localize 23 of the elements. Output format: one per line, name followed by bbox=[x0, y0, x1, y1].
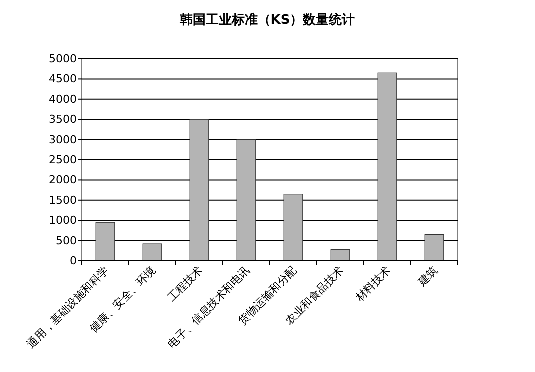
bar bbox=[190, 119, 210, 262]
y-tick-label: 1500 bbox=[49, 194, 77, 207]
y-tick-label: 1000 bbox=[49, 214, 77, 228]
bar bbox=[142, 244, 162, 262]
y-tick-label: 0 bbox=[70, 254, 77, 268]
y-tick-label: 2000 bbox=[49, 174, 77, 187]
chart-title: 韩国工业标准（KS）数量统计 bbox=[178, 12, 356, 28]
x-tick-label: 建筑 bbox=[415, 264, 441, 290]
bar bbox=[284, 194, 304, 262]
x-tick-label: 工程技术 bbox=[165, 264, 206, 304]
bar bbox=[96, 222, 116, 262]
y-tick-label: 3000 bbox=[49, 133, 77, 146]
x-tick-label: 材料技术 bbox=[352, 264, 394, 305]
bar bbox=[424, 234, 444, 262]
bar bbox=[236, 140, 256, 262]
y-tick-label: 3500 bbox=[49, 113, 77, 126]
y-tick-label: 500 bbox=[56, 234, 77, 248]
y-tick-label: 4500 bbox=[49, 72, 77, 86]
y-tick-label: 2500 bbox=[49, 154, 77, 166]
y-tick-label: 5000 bbox=[49, 52, 77, 66]
bar bbox=[378, 72, 398, 262]
bar bbox=[330, 249, 350, 262]
y-tick-label: 4000 bbox=[49, 92, 77, 106]
